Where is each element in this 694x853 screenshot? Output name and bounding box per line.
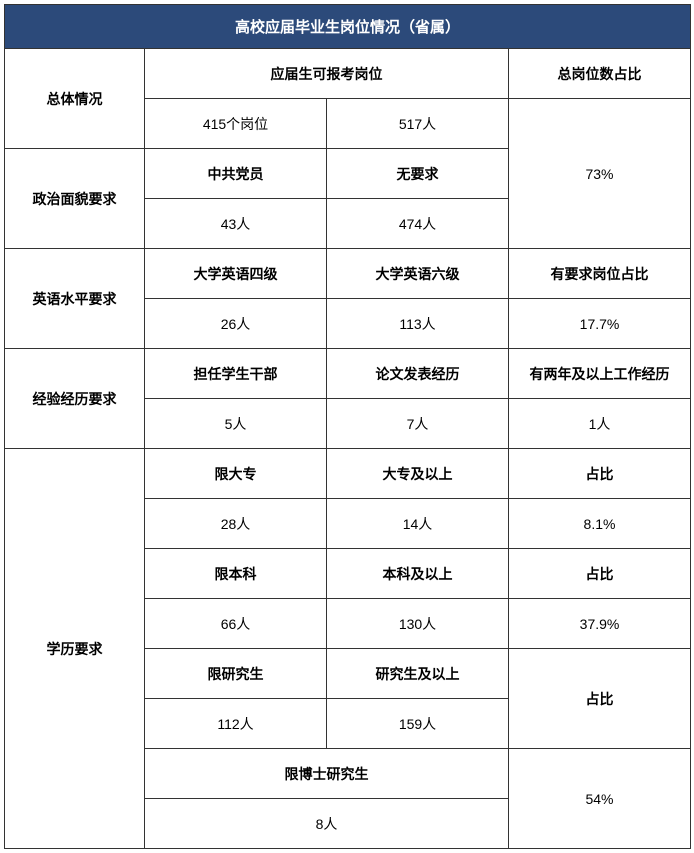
experience-h1: 担任学生干部 <box>145 349 327 399</box>
edu-r3h2: 研究生及以上 <box>327 649 509 699</box>
edu-r3h3: 占比 <box>509 649 691 749</box>
experience-h3: 有两年及以上工作经历 <box>509 349 691 399</box>
edu-r3v1: 112人 <box>145 699 327 749</box>
english-h1: 大学英语四级 <box>145 249 327 299</box>
english-v2: 113人 <box>327 299 509 349</box>
table-title: 高校应届毕业生岗位情况（省属） <box>5 5 691 49</box>
edu-r2h3: 占比 <box>509 549 691 599</box>
overall-label: 总体情况 <box>5 49 145 149</box>
table-title-row: 高校应届毕业生岗位情况（省属） <box>5 5 691 49</box>
english-v3: 17.7% <box>509 299 691 349</box>
education-label: 学历要求 <box>5 449 145 849</box>
edu-r3v2: 159人 <box>327 699 509 749</box>
experience-header-row: 经验经历要求 担任学生干部 论文发表经历 有两年及以上工作经历 <box>5 349 691 399</box>
overall-subheader: 应届生可报考岗位 <box>145 49 509 99</box>
overall-ratio-header: 总岗位数占比 <box>509 49 691 99</box>
political-v1: 43人 <box>145 199 327 249</box>
english-label: 英语水平要求 <box>5 249 145 349</box>
overall-people: 517人 <box>327 99 509 149</box>
experience-h2: 论文发表经历 <box>327 349 509 399</box>
edu-r1v1: 28人 <box>145 499 327 549</box>
edu-r1h1: 限大专 <box>145 449 327 499</box>
political-label: 政治面貌要求 <box>5 149 145 249</box>
edu-r4ratio: 54% <box>509 749 691 849</box>
edu-r1h3: 占比 <box>509 449 691 499</box>
political-h2: 无要求 <box>327 149 509 199</box>
edu-r2v1: 66人 <box>145 599 327 649</box>
english-h3: 有要求岗位占比 <box>509 249 691 299</box>
experience-v1: 5人 <box>145 399 327 449</box>
political-v2: 474人 <box>327 199 509 249</box>
graduate-positions-table: 高校应届毕业生岗位情况（省属） 总体情况 应届生可报考岗位 总岗位数占比 415… <box>4 4 691 849</box>
edu-r1h2: 大专及以上 <box>327 449 509 499</box>
edu-r4v1: 8人 <box>145 799 509 849</box>
english-h2: 大学英语六级 <box>327 249 509 299</box>
edu-r2h1: 限本科 <box>145 549 327 599</box>
edu-r1v3: 8.1% <box>509 499 691 549</box>
experience-v2: 7人 <box>327 399 509 449</box>
english-v1: 26人 <box>145 299 327 349</box>
experience-v3: 1人 <box>509 399 691 449</box>
edu-r3h1: 限研究生 <box>145 649 327 699</box>
edu-r2h2: 本科及以上 <box>327 549 509 599</box>
english-header-row: 英语水平要求 大学英语四级 大学英语六级 有要求岗位占比 <box>5 249 691 299</box>
experience-label: 经验经历要求 <box>5 349 145 449</box>
edu-r2v2: 130人 <box>327 599 509 649</box>
overall-header-row: 总体情况 应届生可报考岗位 总岗位数占比 <box>5 49 691 99</box>
overall-positions: 415个岗位 <box>145 99 327 149</box>
political-ratio: 73% <box>509 99 691 249</box>
edu-r1v2: 14人 <box>327 499 509 549</box>
edu-r2v3: 37.9% <box>509 599 691 649</box>
edu-r1-header-row: 学历要求 限大专 大专及以上 占比 <box>5 449 691 499</box>
political-h1: 中共党员 <box>145 149 327 199</box>
